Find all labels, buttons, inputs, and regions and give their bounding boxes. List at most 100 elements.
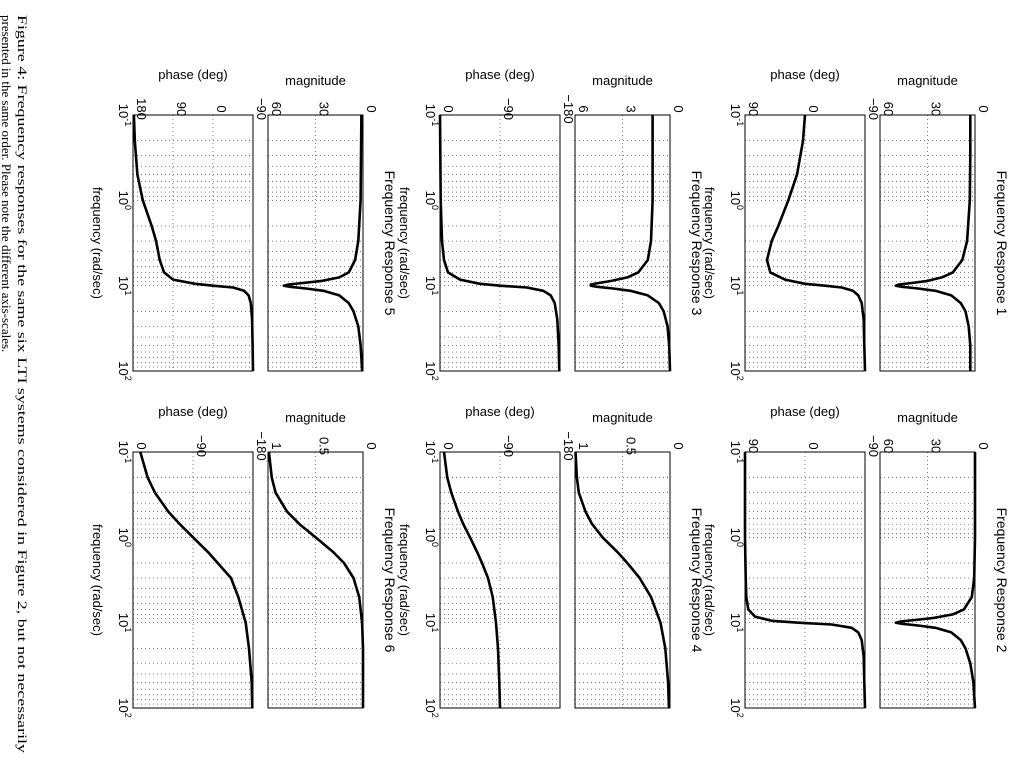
phase-curve: [438, 114, 561, 372]
caption-line-2: presented in the same order. Please note…: [0, 15, 14, 352]
value-tick-label: −180: [561, 431, 576, 460]
frequency-axis-label: frequency (rad/sec): [397, 187, 412, 299]
value-tick-label: 90: [746, 439, 761, 453]
value-tick-label: −90: [501, 98, 516, 120]
freq-tick-label: 101: [116, 276, 133, 295]
panel-fr3: Frequency Response 3 0 3 6 magnitude −180 −90 0…: [397, 67, 705, 381]
chart-title: Frequency Response 3: [689, 171, 705, 316]
value-tick-label: 0: [976, 105, 991, 112]
chart-title: Frequency Response 1: [994, 171, 1010, 316]
value-tick-label: 0: [364, 105, 379, 112]
value-tick-label: 30: [929, 102, 944, 116]
phase-axes: −90 0 90 phase (deg) 10-1 100 101 102 frequency …: [702, 404, 881, 718]
freq-tick-label: 102: [116, 698, 133, 717]
freq-tick-label: 100: [116, 191, 133, 210]
phase-axis-label: phase (deg): [158, 404, 227, 419]
frequency-axis-label: frequency (rad/sec): [702, 524, 717, 636]
freq-tick-label: 101: [728, 276, 745, 295]
value-tick-label: −90: [501, 435, 516, 457]
chart-title: Frequency Response 5: [382, 171, 398, 316]
value-tick-label: 0: [671, 442, 686, 449]
value-tick-label: 3: [624, 105, 639, 112]
freq-tick-label: 102: [116, 361, 133, 380]
freq-tick-label: 10-1: [116, 104, 133, 126]
panel-fr4: Frequency Response 4 0 0.5 1 magnitude −180 −9…: [397, 404, 705, 718]
phase-curve: [765, 114, 867, 372]
freq-tick-label: 100: [423, 191, 440, 210]
phase-curve: [442, 451, 502, 709]
freq-tick-label: 102: [423, 361, 440, 380]
value-tick-label: 60: [881, 439, 896, 453]
value-tick-label: 30: [317, 102, 332, 116]
value-tick-label: −90: [866, 435, 881, 457]
freq-tick-label: 100: [728, 191, 745, 210]
freq-tick-label: 101: [728, 613, 745, 632]
chart-title: Frequency Response 4: [689, 508, 705, 653]
value-tick-label: 90: [746, 102, 761, 116]
chart-title: Frequency Response 6: [382, 508, 398, 653]
frequency-axis-label: frequency (rad/sec): [90, 187, 105, 299]
frequency-axis-label: frequency (rad/sec): [397, 524, 412, 636]
figure-caption: Figure 4: Frequency responses for the sa…: [0, 15, 30, 754]
caption-line-1: Figure 4: Frequency responses for the sa…: [15, 15, 30, 754]
phase-curve: [743, 452, 867, 709]
value-tick-label: −90: [194, 435, 209, 457]
freq-tick-label: 10-1: [423, 441, 440, 463]
freq-tick-label: 102: [728, 361, 745, 380]
value-tick-label: 0: [364, 442, 379, 449]
value-tick-label: −90: [254, 98, 269, 120]
chart-title: Frequency Response 2: [994, 508, 1010, 653]
magnitude-axis-label: magnitude: [285, 410, 346, 425]
phase-axis-label: phase (deg): [770, 67, 839, 82]
magnitude-curve: [282, 114, 364, 372]
freq-tick-label: 102: [728, 698, 745, 717]
magnitude-curve: [589, 115, 672, 372]
freq-tick-label: 10-1: [728, 104, 745, 126]
value-tick-label: 1: [269, 442, 284, 449]
freq-tick-label: 100: [116, 528, 133, 547]
value-tick-label: 30: [929, 439, 944, 453]
value-tick-label: 0.5: [624, 437, 639, 455]
value-tick-label: 0: [976, 442, 991, 449]
value-tick-label: 0: [671, 105, 686, 112]
axes-box: [132, 114, 254, 372]
value-tick-label: −180: [254, 431, 269, 460]
value-tick-label: 0: [806, 105, 821, 112]
freq-tick-label: 101: [423, 613, 440, 632]
frequency-axis-label: frequency (rad/sec): [702, 187, 717, 299]
value-tick-label: 0: [134, 442, 149, 449]
value-tick-label: 180: [134, 98, 149, 120]
phase-axes: −180 −90 0 phase (deg) 10-1 100 101 102 frequenc…: [397, 67, 576, 381]
value-tick-label: 1: [576, 442, 591, 449]
magnitude-axis-label: magnitude: [285, 73, 346, 88]
magnitude-axis-label: magnitude: [897, 73, 958, 88]
magnitude-axes: 0 0.5 1 magnitude: [267, 410, 379, 709]
freq-tick-label: 101: [116, 613, 133, 632]
phase-axes: −90 0 90 180 phase (deg) 10-1 100 101 102 frequen…: [90, 67, 269, 381]
phase-axis-label: phase (deg): [158, 67, 227, 82]
magnitude-axes: 0 0.5 1 magnitude: [574, 410, 686, 709]
phase-axes: −180 −90 0 phase (deg) 10-1 100 101 102 frequenc…: [90, 404, 269, 718]
panel-fr6: Frequency Response 6 0 0.5 1 magnitude −180 −9…: [90, 404, 398, 718]
frequency-axis-label: frequency (rad/sec): [90, 524, 105, 636]
value-tick-label: 0.5: [317, 437, 332, 455]
value-tick-label: 0: [441, 105, 456, 112]
phase-curve: [132, 114, 255, 372]
phase-axis-label: phase (deg): [465, 404, 534, 419]
phase-curve: [139, 451, 254, 709]
freq-tick-label: 101: [423, 276, 440, 295]
frequency-response-panels: Frequency Response 103060magnitude−90090…: [90, 67, 1010, 718]
phase-axes: −180 −90 0 phase (deg) 10-1 100 101 102 frequenc…: [397, 404, 576, 718]
phase-axis-label: phase (deg): [465, 67, 534, 82]
magnitude-curve: [267, 451, 365, 708]
value-tick-label: 60: [269, 102, 284, 116]
value-tick-label: 90: [174, 102, 189, 116]
magnitude-axes: 0 3 6 magnitude: [574, 73, 686, 372]
value-tick-label: 60: [881, 102, 896, 116]
freq-tick-label: 102: [423, 698, 440, 717]
magnitude-axis-label: magnitude: [592, 410, 653, 425]
